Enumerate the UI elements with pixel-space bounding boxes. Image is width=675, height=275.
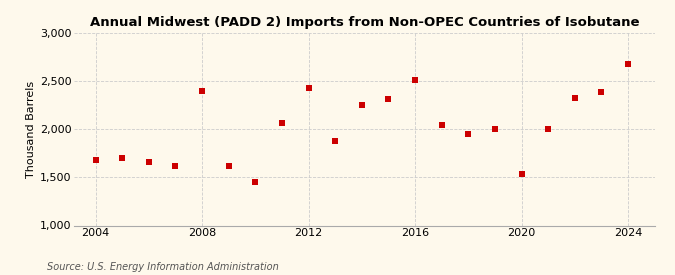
Point <box>143 160 154 164</box>
Point <box>489 127 500 131</box>
Point <box>463 132 474 136</box>
Point <box>117 156 128 160</box>
Point <box>516 172 527 177</box>
Point <box>383 97 394 101</box>
Point <box>170 164 181 168</box>
Point <box>330 139 341 143</box>
Point <box>250 180 261 184</box>
Point <box>623 62 634 66</box>
Point <box>410 78 421 82</box>
Text: Source: U.S. Energy Information Administration: Source: U.S. Energy Information Administ… <box>47 262 279 272</box>
Point <box>196 89 207 93</box>
Point <box>63 218 74 223</box>
Title: Annual Midwest (PADD 2) Imports from Non-OPEC Countries of Isobutane: Annual Midwest (PADD 2) Imports from Non… <box>90 16 639 29</box>
Point <box>223 164 234 168</box>
Point <box>303 86 314 90</box>
Point <box>277 121 288 126</box>
Point <box>356 103 367 107</box>
Y-axis label: Thousand Barrels: Thousand Barrels <box>26 81 36 178</box>
Point <box>570 96 580 101</box>
Point <box>90 158 101 162</box>
Point <box>596 89 607 94</box>
Point <box>543 127 554 131</box>
Point <box>436 123 447 128</box>
